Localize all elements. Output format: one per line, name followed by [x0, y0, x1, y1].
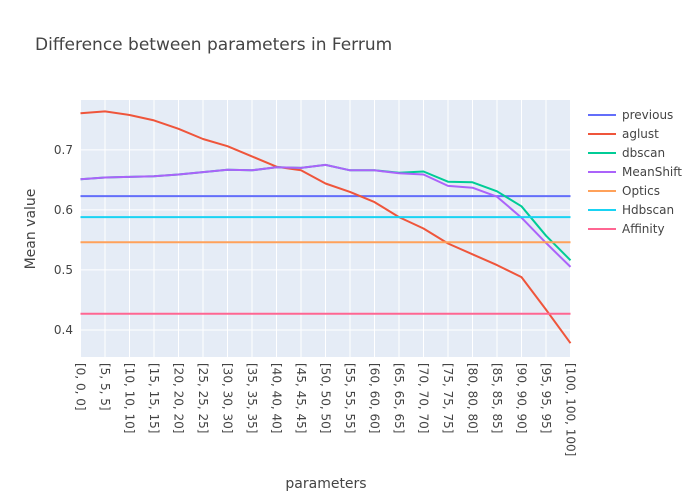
legend-item-meanshift[interactable]: MeanShift — [588, 165, 682, 179]
series-line-aglust — [80, 110, 572, 344]
x-tick-label: [65, 65, 65] — [392, 363, 406, 433]
y-tick-label: 0.6 — [54, 203, 73, 217]
y-tick-label: 0.4 — [54, 323, 73, 337]
x-tick-label: [5, 5, 5] — [98, 363, 112, 411]
x-tick-label: [90, 90, 90] — [515, 363, 529, 433]
legend-item-dbscan[interactable]: dbscan — [588, 146, 665, 160]
x-tick-label: [40, 40, 40] — [270, 363, 284, 433]
legend-label: dbscan — [622, 146, 665, 160]
legend-label: Hdbscan — [622, 203, 674, 217]
legend-label: Optics — [622, 184, 660, 198]
x-tick-label: [55, 55, 55] — [343, 363, 357, 433]
y-axis-ticks: 0.4 0.5 0.6 0.7 — [54, 143, 73, 337]
y-tick-label: 0.5 — [54, 263, 73, 277]
x-tick-label: [25, 25, 25] — [196, 363, 210, 433]
x-tick-label: [95, 95, 95] — [539, 363, 553, 433]
x-tick-label: [45, 45, 45] — [294, 363, 308, 433]
x-tick-label: [30, 30, 30] — [221, 363, 235, 433]
x-tick-label: [85, 85, 85] — [490, 363, 504, 433]
x-tick-label: [10, 10, 10] — [123, 363, 137, 433]
legend-item-aglust[interactable]: aglust — [588, 127, 659, 141]
legend-label: Affinity — [622, 222, 665, 236]
legend-label: MeanShift — [622, 165, 682, 179]
legend-item-affinity[interactable]: Affinity — [588, 222, 665, 236]
x-tick-label: [100, 100, 100] — [564, 363, 578, 456]
x-tick-label: [20, 20, 20] — [172, 363, 186, 433]
legend-item-optics[interactable]: Optics — [588, 184, 660, 198]
legend-label: previous — [622, 108, 673, 122]
y-tick-label: 0.7 — [54, 143, 73, 157]
legend-item-previous[interactable]: previous — [588, 108, 673, 122]
chart-title: Difference between parameters in Ferrum — [35, 35, 392, 55]
x-tick-label: [15, 15, 15] — [147, 363, 161, 433]
y-axis-title: Mean value — [23, 189, 39, 270]
x-tick-label: [80, 80, 80] — [466, 363, 480, 433]
x-axis-title: parameters — [285, 476, 366, 492]
x-tick-label: [75, 75, 75] — [441, 363, 455, 433]
x-tick-label: [70, 70, 70] — [417, 363, 431, 433]
x-tick-label: [50, 50, 50] — [319, 363, 333, 433]
legend[interactable]: previous aglust dbscan MeanShift Optics Hdbsc… — [588, 108, 682, 236]
legend-item-hdbscan[interactable]: Hdbscan — [588, 203, 674, 217]
x-tick-label: [35, 35, 35] — [245, 363, 259, 433]
legend-label: aglust — [622, 127, 659, 141]
grid-lines — [80, 100, 571, 357]
x-axis-ticks: [0, 0, 0] [5, 5, 5] [10, 10, 10] [15, 15, 1… — [74, 363, 578, 456]
series-line-meanshift — [80, 163, 572, 268]
series-lines — [80, 110, 572, 344]
x-tick-label: [0, 0, 0] — [74, 363, 88, 411]
x-tick-label: [60, 60, 60] — [368, 363, 382, 433]
